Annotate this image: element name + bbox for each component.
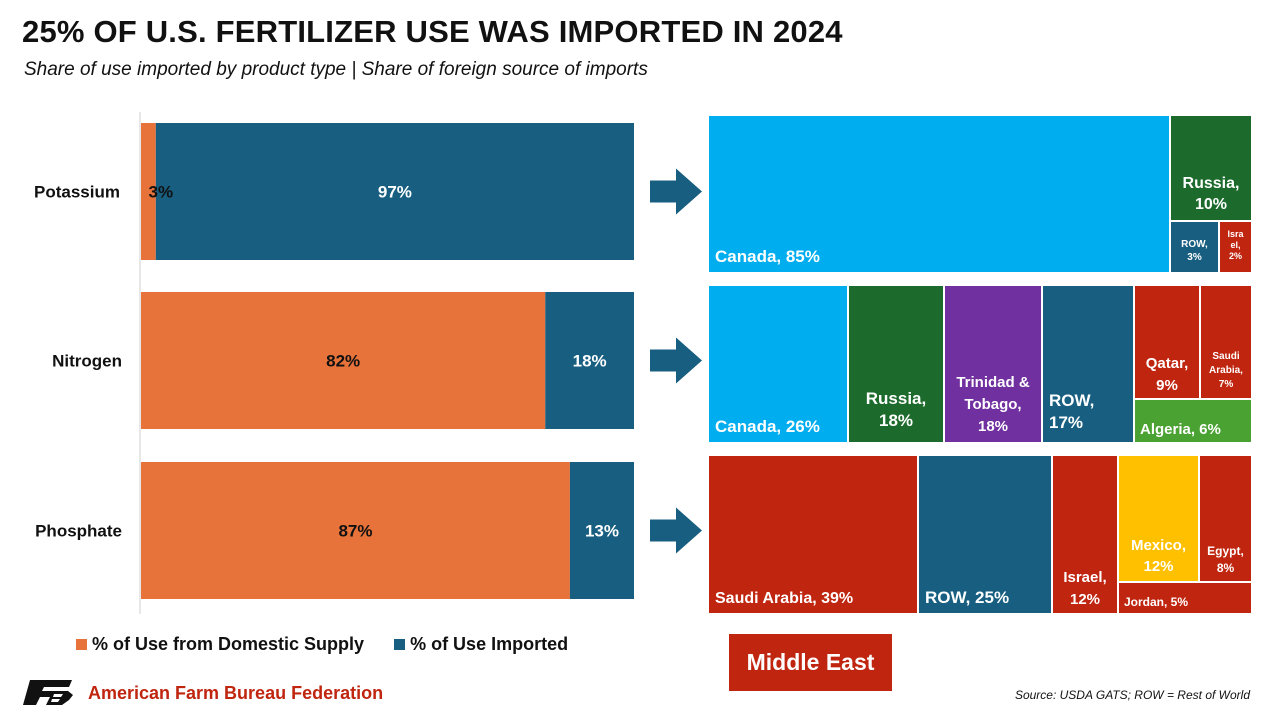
- chart-title: 25% OF U.S. FERTILIZER USE WAS IMPORTED …: [22, 14, 843, 49]
- treemap-phosphate-jordan: [1119, 583, 1251, 613]
- treemap-label-nitrogen-saudi-arabia: Saudi Arabia, 7%: [1209, 351, 1243, 390]
- treemap-label-phosphate-saudi-arabia: Saudi Arabia, 39%: [715, 590, 853, 607]
- treemap-phosphate-mexico: [1119, 456, 1198, 581]
- treemap-label-nitrogen-trinidad-tobago: Trinidad & Tobago, 18%: [956, 374, 1030, 435]
- treemap-label-potassium-canada: Canada, 85%: [715, 247, 820, 266]
- bar-domestic-phosphate: [141, 462, 570, 599]
- source-note: Source: USDA GATS; ROW = Rest of World: [1014, 688, 1250, 702]
- arrow-icon-nitrogen: [650, 337, 702, 384]
- treemap-nitrogen-row: [1043, 286, 1133, 442]
- treemap-label-nitrogen-algeria: Algeria, 6%: [1140, 421, 1221, 438]
- bar-label-imported-nitrogen: 18%: [573, 352, 607, 371]
- treemap-phosphate-saudi-arabia: [709, 456, 917, 613]
- afbf-logo-icon: [23, 680, 73, 705]
- treemap-phosphate-egypt: [1200, 456, 1251, 581]
- legend-label-imported: % of Use Imported: [410, 634, 569, 654]
- category-label-nitrogen: Nitrogen: [52, 352, 122, 371]
- legend-item-domestic: % of Use from Domestic Supply: [76, 634, 364, 655]
- middle-east-legend-box: Middle East: [729, 634, 892, 691]
- treemap-label-phosphate-israel: Israel, 12%: [1063, 569, 1106, 608]
- arrow-icon-potassium: [650, 168, 702, 215]
- treemap-nitrogen-russia: [849, 286, 943, 442]
- treemap-label-nitrogen-canada: Canada, 26%: [715, 417, 820, 436]
- treemap-label-phosphate-jordan: Jordan, 5%: [1124, 595, 1188, 609]
- bar-label-domestic-nitrogen: 82%: [326, 352, 360, 371]
- treemap-phosphate-israel: [1053, 456, 1117, 613]
- bar-label-domestic-phosphate: 87%: [338, 522, 372, 541]
- treemap-label-phosphate-egypt: Egypt, 8%: [1207, 544, 1244, 575]
- treemap-label-nitrogen-russia: Russia, 18%: [866, 389, 926, 430]
- legend-swatch-domestic: [76, 639, 87, 650]
- bar-domestic-potassium: [141, 123, 156, 260]
- bar-imported-potassium: [155, 123, 635, 260]
- treemap-potassium-canada: [709, 116, 1169, 272]
- treemap-label-potassium-russia: Russia, 10%: [1183, 175, 1240, 213]
- treemap-label-phosphate-row: ROW, 25%: [925, 588, 1009, 607]
- chart-subtitle: Share of use imported by product type | …: [24, 59, 648, 80]
- treemap-nitrogen-canada: [709, 286, 847, 442]
- legend-label-domestic: % of Use from Domestic Supply: [92, 634, 365, 654]
- treemap-label-nitrogen-row: ROW, 17%: [1049, 391, 1094, 432]
- treemap-label-potassium-israel: Isra el, 2%: [1227, 229, 1244, 261]
- bar-label-imported-potassium: 97%: [378, 183, 412, 202]
- treemap-potassium-row: [1171, 222, 1218, 272]
- bar-label-domestic-potassium: 3%: [149, 183, 174, 202]
- treemap-label-phosphate-mexico: Mexico, 12%: [1131, 537, 1186, 575]
- treemap-label-potassium-row: ROW, 3%: [1181, 239, 1208, 263]
- bar-imported-nitrogen: [545, 292, 634, 429]
- treemap-phosphate-row: [919, 456, 1051, 613]
- treemap-potassium-israel: [1220, 222, 1251, 272]
- category-label-potassium: Potassium: [34, 183, 120, 202]
- legend-item-imported: % of Use Imported: [394, 634, 568, 655]
- bar-domestic-nitrogen: [141, 292, 546, 429]
- bar-label-imported-phosphate: 13%: [585, 522, 619, 541]
- treemap-label-nitrogen-qatar: Qatar, 9%: [1146, 355, 1189, 394]
- treemap-nitrogen-qatar: [1135, 286, 1199, 398]
- bar-imported-phosphate: [569, 462, 634, 599]
- arrow-icon-phosphate: [650, 507, 702, 554]
- legend-swatch-imported: [394, 639, 406, 650]
- category-label-phosphate: Phosphate: [35, 522, 122, 541]
- treemap-nitrogen-algeria: [1135, 400, 1251, 442]
- organization-name: American Farm Bureau Federation: [88, 683, 384, 703]
- treemap-nitrogen-saudi-arabia: [1201, 286, 1251, 398]
- legend: % of Use from Domestic Supply % of Use I…: [76, 634, 598, 655]
- treemap-nitrogen-trinidad-tobago: [945, 286, 1041, 442]
- treemap-potassium-russia: [1171, 116, 1251, 220]
